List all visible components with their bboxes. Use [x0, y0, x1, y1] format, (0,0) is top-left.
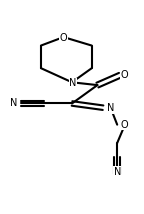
Text: N: N [107, 103, 114, 113]
Text: O: O [60, 33, 67, 43]
Text: N: N [69, 78, 76, 88]
Text: N: N [113, 167, 121, 177]
Text: O: O [121, 120, 128, 130]
Text: O: O [120, 70, 128, 80]
Text: N: N [10, 98, 17, 108]
